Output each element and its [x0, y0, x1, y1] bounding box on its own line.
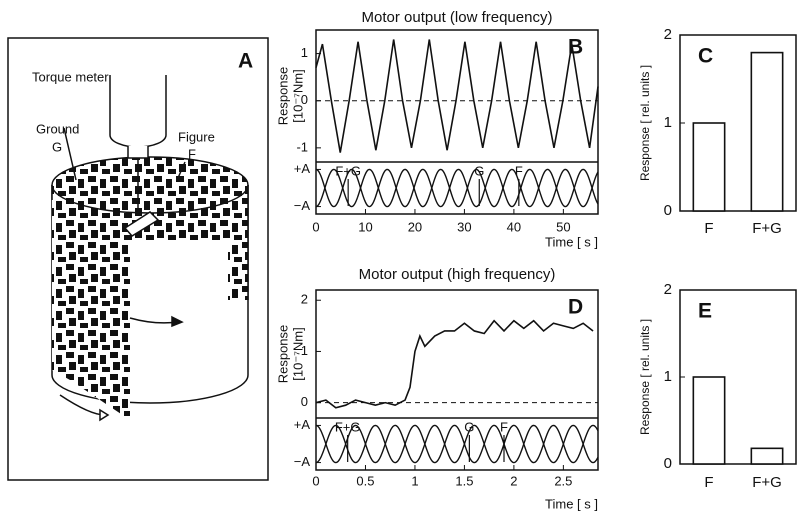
bar: [692, 122, 726, 212]
y-axis-label: Response [ rel. units ]: [638, 65, 652, 181]
y-axis-label: Response: [275, 67, 290, 126]
panel-a: [7, 37, 269, 481]
y-tick-label: 0: [301, 394, 308, 409]
y-tick-label: 0: [664, 202, 672, 219]
x-axis-label: Time [ s ]: [545, 496, 598, 511]
x-tick-label: 0: [312, 473, 319, 488]
plot-frame: [315, 289, 599, 471]
x-tick-label: 0.5: [356, 473, 374, 488]
stimulus-wave: [315, 168, 599, 208]
annotation: G: [474, 163, 484, 178]
annotation: F+G: [335, 163, 361, 178]
label: Ground: [36, 121, 79, 136]
panel-letter: B: [568, 36, 583, 59]
x-tick-label: F: [704, 220, 713, 237]
x-tick-label: 40: [507, 219, 521, 234]
y-tick-label: +A: [294, 161, 311, 176]
x-tick-label: 50: [556, 219, 570, 234]
label: G: [52, 139, 62, 154]
y-tick-label: +A: [294, 417, 311, 432]
x-tick-label: 1: [411, 473, 418, 488]
panel-letter: D: [568, 296, 583, 319]
x-tick-label: 1.5: [455, 473, 473, 488]
y-tick-label: 1: [664, 114, 672, 131]
y-tick-label: 1: [664, 368, 672, 385]
y-tick-label: -1: [296, 139, 308, 154]
x-tick-label: 2: [510, 473, 517, 488]
panel-letter: E: [698, 300, 712, 323]
x-axis-label: Time [ s ]: [545, 234, 598, 249]
panel-letter: A: [238, 50, 253, 73]
y-axis-unit: [10⁻⁷Nm]: [290, 69, 305, 122]
y-axis-unit: [10⁻⁷Nm]: [290, 327, 305, 380]
response-line: [315, 319, 594, 409]
y-tick-label: 2: [664, 281, 672, 298]
annotation: F+G: [335, 419, 361, 434]
label: Figure: [178, 129, 215, 144]
x-tick-label: F+G: [752, 474, 782, 491]
chart-title: Motor output (low frequency): [362, 9, 553, 26]
x-tick-label: F+G: [752, 220, 782, 237]
y-tick-label: 2: [664, 26, 672, 43]
x-tick-label: 10: [358, 219, 372, 234]
stimulus-wave: [315, 424, 599, 464]
annotation: F: [515, 163, 523, 178]
x-tick-label: 0: [312, 219, 319, 234]
x-tick-label: 20: [408, 219, 422, 234]
y-tick-label: −A: [294, 198, 311, 213]
annotation: F: [500, 419, 508, 434]
x-tick-label: 2.5: [554, 473, 572, 488]
y-tick-label: −A: [294, 454, 311, 469]
stimulus-wave: [315, 424, 599, 464]
chart-title: Motor output (high frequency): [359, 266, 556, 283]
label: Torque meter: [32, 69, 109, 84]
y-tick-label: 1: [301, 343, 308, 358]
bar: [692, 376, 726, 465]
label: F: [188, 146, 196, 161]
y-tick-label: 1: [301, 45, 308, 60]
y-axis-label: Response [ rel. units ]: [638, 319, 652, 435]
plot-frame: [315, 29, 599, 215]
x-tick-label: F: [704, 474, 713, 491]
response-line: [315, 39, 599, 153]
y-axis-label: Response: [275, 325, 290, 384]
y-tick-label: 0: [301, 92, 308, 107]
stimulus-wave: [315, 168, 599, 208]
bar: [750, 51, 784, 212]
x-tick-label: 30: [457, 219, 471, 234]
annotation: G: [464, 419, 474, 434]
y-tick-label: 2: [301, 292, 308, 307]
bar: [750, 447, 784, 465]
panel-letter: C: [698, 45, 713, 68]
y-tick-label: 0: [664, 455, 672, 472]
